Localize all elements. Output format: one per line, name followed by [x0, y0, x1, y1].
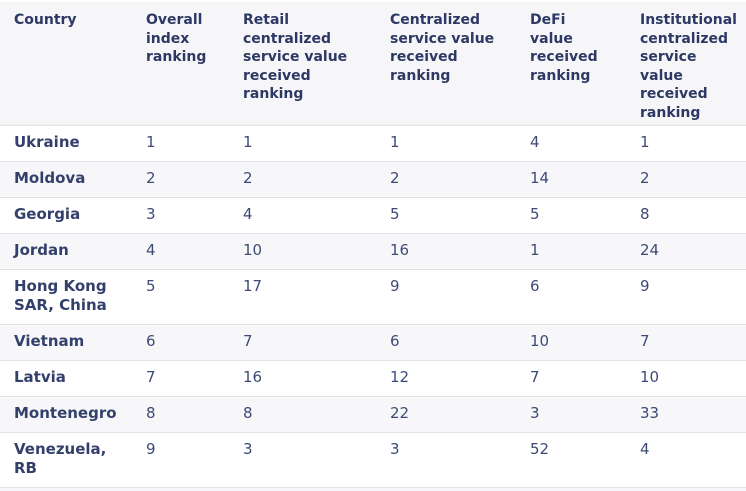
rank-cell: 1 [530, 233, 640, 270]
rank-cell: 9 [640, 269, 746, 325]
rank-cell: 16 [530, 487, 640, 491]
rank-cell: 9 [146, 432, 243, 488]
rank-cell: 8 [243, 396, 390, 433]
rank-cell: 10 [530, 324, 640, 361]
rank-cell: 5 [390, 197, 530, 234]
country-cell: Ukraine [14, 133, 80, 151]
rank-cell: 24 [640, 233, 746, 270]
rank-cell: 16 [243, 360, 390, 397]
rank-cell: 8 [146, 396, 243, 433]
table-row: Georgia 3 4 5 5 8 [0, 197, 746, 234]
rank-cell: 3 [243, 432, 390, 488]
rank-cell: 10 [640, 360, 746, 397]
rank-cell: 52 [530, 432, 640, 488]
rank-cell: 3 [530, 396, 640, 433]
rank-cell: 12 [390, 360, 530, 397]
rank-cell: 1 [390, 133, 400, 151]
rank-cell: 4 [146, 233, 243, 270]
table-row: Montenegro 8 8 22 3 33 [0, 396, 746, 433]
rank-cell: 1 [640, 133, 650, 151]
rank-cell: 7 [390, 487, 530, 491]
rank-cell: 4 [243, 197, 390, 234]
country-cell: Georgia [0, 197, 146, 234]
table-row: Hong Kong SAR, China 5 17 9 6 9 [0, 269, 746, 325]
header-overall-index-ranking: Overall index ranking [146, 2, 243, 126]
rank-cell: 33 [640, 396, 746, 433]
header-centralized-ranking: Centralized service value received ranki… [390, 2, 530, 126]
rank-cell: 2 [390, 161, 530, 198]
table-header: Country Overall index ranking Retail cen… [0, 2, 746, 126]
table-row: Latvia 7 16 12 7 10 [0, 360, 746, 397]
country-cell: Venezuela, RB [0, 432, 146, 488]
rank-cell: 4 [640, 432, 746, 488]
rank-cell: 2 [640, 161, 746, 198]
rank-cell: 14 [530, 161, 640, 198]
header-defi-ranking: DeFi value received ranking [530, 2, 640, 126]
rank-cell: 3 [390, 432, 530, 488]
country-cell: Jordan [0, 233, 146, 270]
rank-cell: 7 [640, 324, 746, 361]
header-retail-centralized-ranking: Retail centralized service value receive… [243, 2, 390, 126]
rank-cell: 1 [243, 133, 253, 151]
rank-cell: 17 [243, 269, 390, 325]
rank-cell: 25 [243, 487, 390, 491]
table-row: Moldova 2 2 2 14 2 [0, 161, 746, 198]
rank-cell: 10 [146, 487, 243, 491]
rank-cell: 3 [146, 197, 243, 234]
rank-cell: 8 [640, 197, 746, 234]
rank-cell: 16 [390, 233, 530, 270]
header-institutional-ranking: Institutional centralized service value … [640, 2, 746, 126]
country-cell: Hong Kong SAR, China [0, 269, 146, 325]
rank-cell: 6 [530, 269, 640, 325]
rank-cell: 9 [390, 269, 530, 325]
country-cell: Slovenia [0, 487, 146, 491]
table-row: Ukraine 1 1 1 4 1 [0, 126, 746, 162]
rank-cell: 5 [530, 197, 640, 234]
rank-cell: 5 [640, 487, 746, 491]
header-row: Country Overall index ranking Retail cen… [0, 2, 746, 126]
rank-cell: 7 [146, 360, 243, 397]
header-country: Country [0, 2, 146, 126]
table-row: Jordan 4 10 16 1 24 [0, 233, 746, 270]
rank-cell: 5 [146, 269, 243, 325]
rank-cell: 4 [530, 133, 540, 151]
rank-cell: 22 [390, 396, 530, 433]
rank-cell: 1 [146, 133, 156, 151]
table-row: Vietnam 6 7 6 10 7 [0, 324, 746, 361]
table-row: Venezuela, RB 9 3 3 52 4 [0, 432, 746, 488]
table-body: Ukraine 1 1 1 4 1 Moldova 2 2 2 14 2 Georgia 3 4 5 5 8 Jor… [0, 126, 746, 491]
rank-cell: 7 [243, 324, 390, 361]
rank-cell: 10 [243, 233, 390, 270]
rank-cell: 6 [390, 324, 530, 361]
country-cell: Moldova [0, 161, 146, 198]
country-cell: Latvia [0, 360, 146, 397]
table-row: Slovenia10257165 [0, 487, 746, 491]
country-cell: Vietnam [0, 324, 146, 361]
rank-cell: 7 [530, 360, 640, 397]
rank-cell: 6 [146, 324, 243, 361]
rank-cell: 2 [146, 161, 243, 198]
rank-cell: 2 [243, 161, 390, 198]
country-cell: Montenegro [0, 396, 146, 433]
